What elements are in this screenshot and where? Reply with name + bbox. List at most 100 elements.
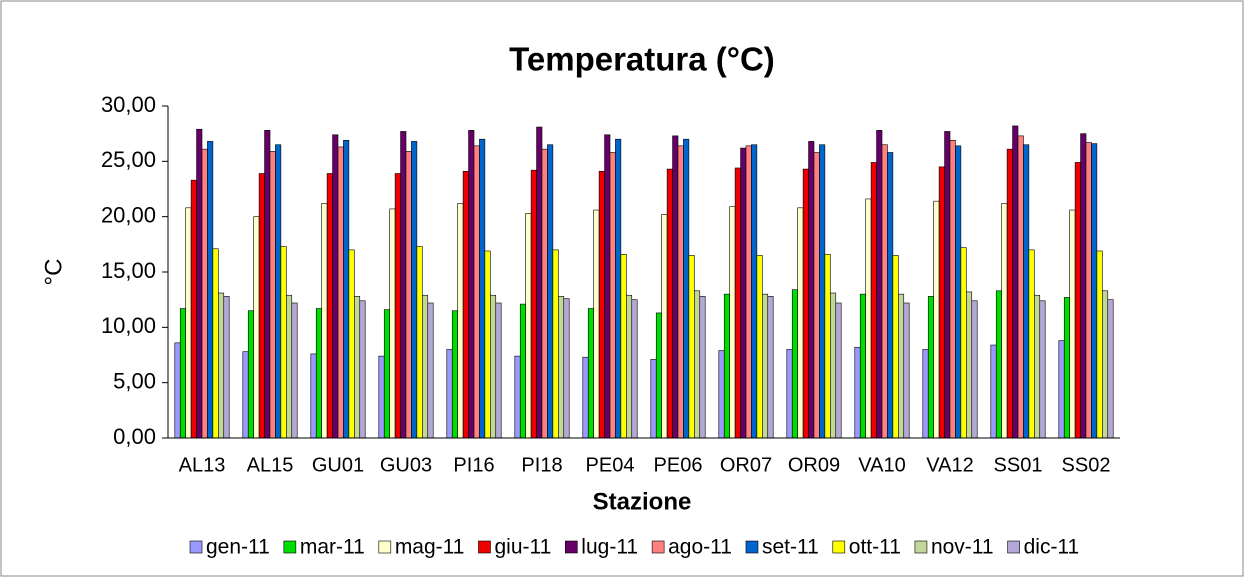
bar [587,308,594,439]
x-tick-label: SS01 [994,454,1043,476]
bar [830,292,837,439]
bar [457,203,464,439]
chart-title: Temperatura (°C) [509,41,775,78]
x-axis-label: Stazione [593,488,692,515]
bar [898,293,905,439]
legend-label: ott-11 [849,536,901,559]
x-tick-label: GU01 [312,454,364,476]
bar [405,151,412,439]
bar [949,140,956,439]
bar [819,144,826,439]
bar [558,296,565,439]
bar [326,173,333,439]
bar [933,200,940,439]
legend-label: mar-11 [300,536,365,559]
bar [960,247,967,439]
bar [745,145,752,439]
bar [411,141,418,439]
bar [468,130,475,439]
bar [337,146,344,439]
x-tick-label: PI18 [521,454,562,476]
legend-swatch [378,540,392,554]
bar [892,255,899,439]
legend-swatch [745,540,759,554]
bar [264,130,271,439]
bar [394,173,401,439]
legend-swatch [478,540,491,554]
legend-swatch [283,540,297,554]
x-tick-label: PE04 [586,454,635,476]
bar [740,147,747,439]
legend-label: nov-11 [931,536,994,559]
bar [275,144,282,439]
bar [762,293,769,439]
bar [495,302,502,439]
bar [734,167,741,439]
bar [1028,249,1035,439]
bar [604,134,611,439]
bar [677,145,684,439]
bar [1012,125,1019,439]
x-tick-label: PI16 [453,454,494,476]
bar [661,214,668,439]
bar [938,166,945,439]
bar [797,207,804,439]
bar [536,126,543,439]
bar [802,168,809,439]
bar [253,216,260,439]
bar [1096,250,1103,439]
bar [286,294,293,439]
bar [530,169,537,439]
x-tick-label: AL15 [247,454,294,476]
bar [451,310,458,439]
bar [835,302,842,439]
bar [185,207,192,439]
bar [174,342,181,439]
bar [655,312,662,439]
bar [519,303,526,439]
bar [609,152,616,439]
legend-label: ago-11 [668,536,732,559]
bar [922,349,929,439]
bar [971,300,978,439]
bar [903,302,910,439]
bar [348,249,355,439]
legend-swatch [189,540,203,554]
y-tick-label: 5,00 [113,368,156,393]
legend-label: dic-11 [1024,536,1080,559]
legend-swatch [832,540,846,554]
bar [1080,133,1087,439]
y-tick-label: 20,00 [101,202,156,227]
bar [1069,209,1076,439]
bar [1074,162,1081,439]
bar [631,299,638,439]
y-tick-label: 15,00 [101,258,156,283]
bar [1034,294,1041,439]
bar [446,349,453,439]
bar [383,309,390,439]
bar [280,246,287,439]
bar [291,302,298,439]
y-tick-label: 0,00 [113,424,156,449]
bar [1063,297,1070,439]
bar [683,138,690,439]
legend-label: mag-11 [395,536,465,559]
bar [179,308,186,439]
bar [196,128,203,439]
bar [1058,340,1065,439]
bar [876,130,883,439]
bar [563,298,570,439]
bar [1091,143,1098,439]
bar [593,209,600,439]
bar [699,296,706,439]
x-tick-label: VA10 [858,454,905,476]
bar [190,179,197,439]
y-tick-label: 30,00 [101,92,156,117]
bar [767,296,774,439]
bar [729,206,736,439]
legend-swatch [651,540,665,554]
x-tick-label: SS02 [1062,454,1111,476]
bar [881,144,888,439]
bar [269,151,276,439]
